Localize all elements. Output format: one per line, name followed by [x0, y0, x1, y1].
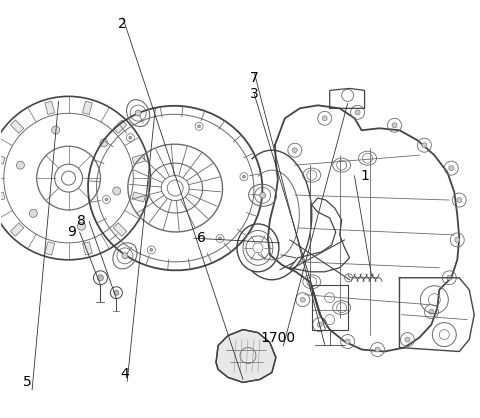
Text: 5: 5: [23, 375, 32, 389]
Text: 4: 4: [121, 367, 130, 380]
Circle shape: [292, 148, 297, 153]
Circle shape: [260, 192, 265, 198]
Circle shape: [29, 209, 37, 217]
Circle shape: [77, 222, 85, 230]
Text: 1700: 1700: [261, 331, 296, 345]
Circle shape: [455, 237, 460, 242]
FancyBboxPatch shape: [11, 120, 24, 133]
Circle shape: [114, 290, 119, 295]
Circle shape: [392, 123, 397, 128]
Circle shape: [422, 143, 427, 148]
Circle shape: [345, 339, 350, 344]
Circle shape: [198, 125, 201, 128]
FancyBboxPatch shape: [0, 192, 5, 202]
Text: 8: 8: [77, 214, 85, 229]
FancyBboxPatch shape: [132, 154, 145, 164]
FancyBboxPatch shape: [132, 192, 145, 202]
Text: 3: 3: [250, 87, 259, 102]
FancyBboxPatch shape: [113, 223, 127, 236]
Circle shape: [317, 322, 322, 327]
Text: 2: 2: [119, 17, 127, 31]
Circle shape: [457, 198, 462, 203]
Circle shape: [150, 248, 153, 251]
Circle shape: [122, 253, 128, 259]
Circle shape: [105, 198, 108, 201]
Text: 9: 9: [67, 225, 76, 239]
Text: 7: 7: [250, 71, 259, 85]
Circle shape: [375, 347, 380, 352]
Circle shape: [405, 337, 410, 342]
Circle shape: [135, 110, 141, 116]
Circle shape: [300, 297, 305, 302]
FancyBboxPatch shape: [83, 101, 92, 115]
FancyBboxPatch shape: [113, 120, 127, 133]
Circle shape: [322, 116, 327, 121]
Circle shape: [429, 309, 434, 314]
Circle shape: [355, 110, 360, 115]
Text: 1: 1: [360, 169, 369, 183]
FancyBboxPatch shape: [83, 242, 92, 255]
FancyBboxPatch shape: [45, 242, 55, 255]
Text: 6: 6: [197, 231, 206, 245]
Circle shape: [52, 126, 60, 134]
Circle shape: [16, 161, 24, 169]
FancyBboxPatch shape: [0, 154, 5, 164]
Circle shape: [242, 175, 245, 178]
Circle shape: [97, 275, 104, 281]
FancyBboxPatch shape: [11, 223, 24, 236]
Polygon shape: [216, 330, 276, 382]
Circle shape: [113, 187, 120, 195]
Circle shape: [449, 166, 454, 171]
Circle shape: [129, 136, 132, 139]
Circle shape: [447, 275, 452, 280]
Circle shape: [218, 237, 222, 240]
FancyBboxPatch shape: [45, 101, 55, 115]
Circle shape: [100, 139, 108, 147]
